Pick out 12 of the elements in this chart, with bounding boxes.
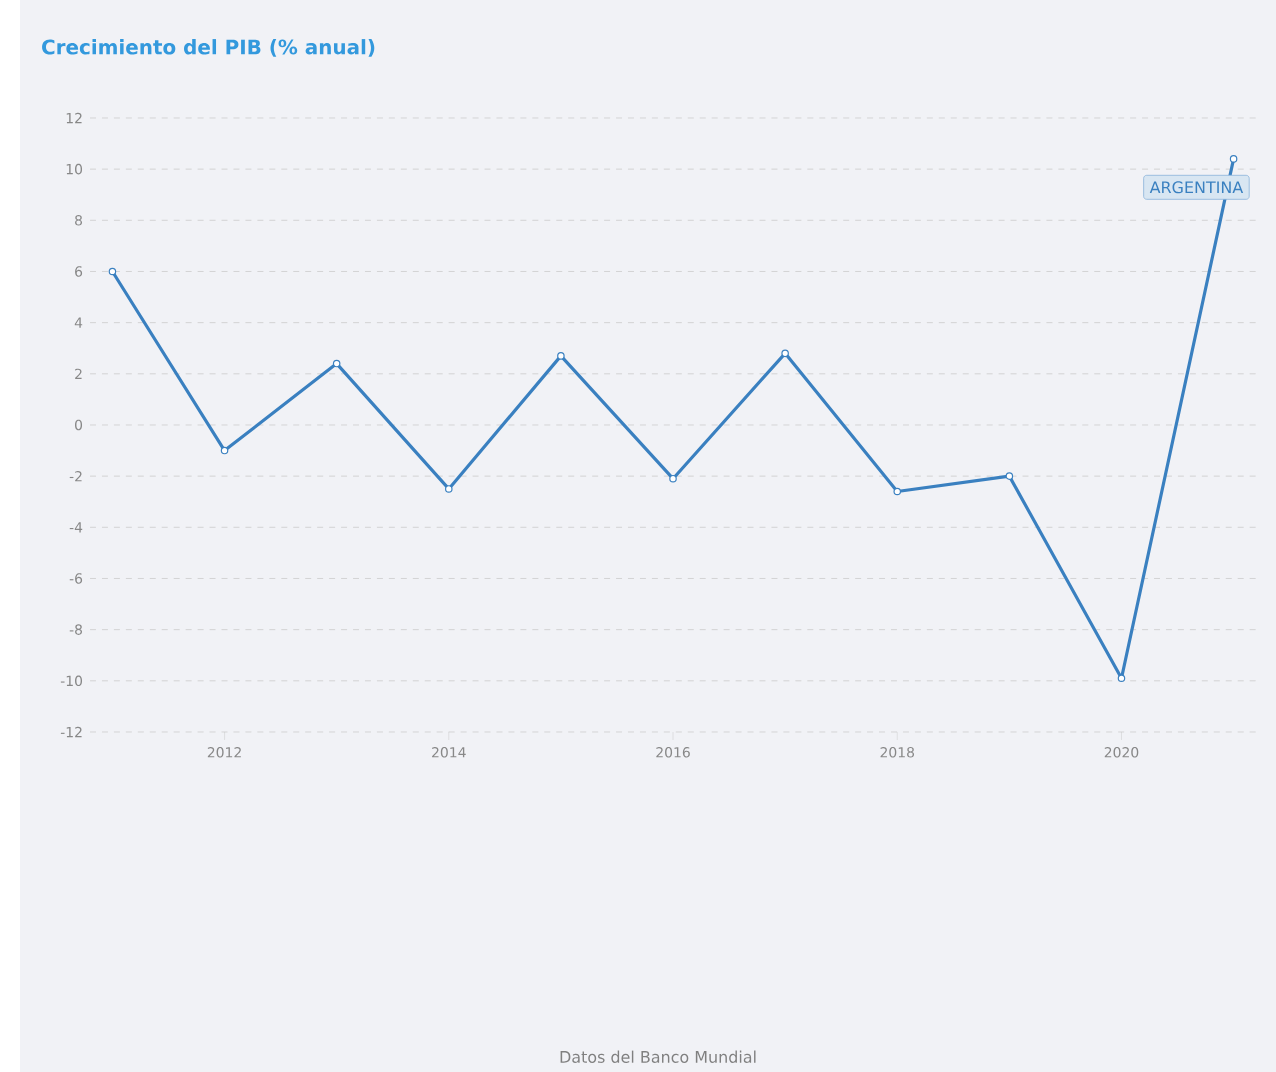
point <box>1005 472 1014 480</box>
point <box>893 487 902 496</box>
point <box>220 446 229 455</box>
point <box>1229 155 1238 163</box>
point <box>332 359 341 368</box>
point <box>1117 674 1126 683</box>
point <box>781 349 789 358</box>
point <box>108 267 117 276</box>
point <box>445 485 453 493</box>
point <box>669 474 677 483</box>
point <box>557 352 565 360</box>
chart-title: Crecimiento del PIB (% anual) <box>42 39 375 57</box>
